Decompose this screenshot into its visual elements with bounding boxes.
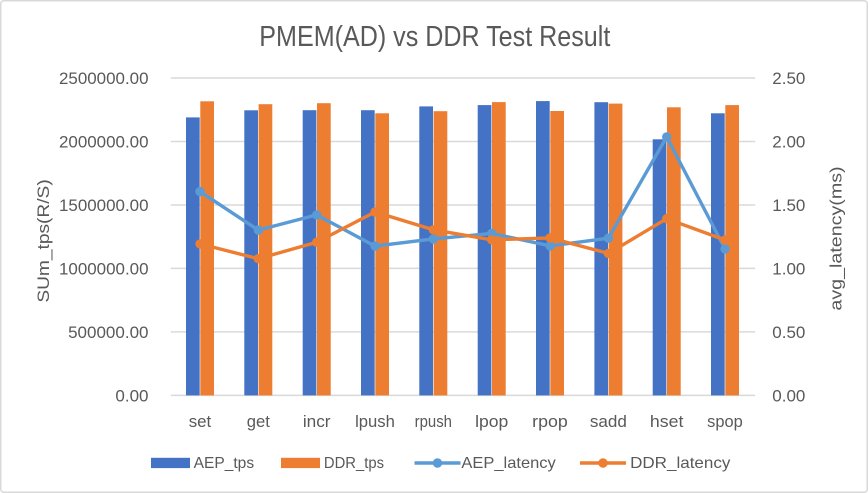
svg-text:0.00: 0.00 <box>115 387 148 405</box>
svg-text:rpush: rpush <box>415 413 452 431</box>
svg-text:AEP_latency: AEP_latency <box>461 455 555 472</box>
svg-text:2.50: 2.50 <box>772 70 805 88</box>
svg-text:1500000.00: 1500000.00 <box>59 197 149 215</box>
svg-text:spop: spop <box>707 413 743 431</box>
svg-text:1000000.00: 1000000.00 <box>59 260 149 278</box>
svg-text:500000.00: 500000.00 <box>68 324 148 342</box>
svg-text:DDR_tps: DDR_tps <box>324 455 384 472</box>
svg-text:lpush: lpush <box>355 413 395 431</box>
svg-text:2000000.00: 2000000.00 <box>59 133 149 151</box>
svg-text:sadd: sadd <box>590 413 627 431</box>
svg-text:AEP_tps: AEP_tps <box>194 455 255 472</box>
svg-text:1.00: 1.00 <box>772 260 805 278</box>
svg-text:2500000.00: 2500000.00 <box>59 70 149 88</box>
svg-text:rpop: rpop <box>532 413 568 431</box>
svg-text:0.50: 0.50 <box>772 324 805 342</box>
svg-text:DDR_latency: DDR_latency <box>630 455 730 472</box>
svg-text:SUm_tps(R/S): SUm_tps(R/S) <box>35 179 53 302</box>
svg-text:get: get <box>247 413 271 431</box>
svg-text:incr: incr <box>303 413 331 431</box>
svg-text:set: set <box>189 413 212 431</box>
svg-text:0.00: 0.00 <box>772 387 805 405</box>
svg-text:lpop: lpop <box>475 413 508 431</box>
svg-text:2.00: 2.00 <box>772 133 805 151</box>
svg-text:hset: hset <box>650 413 684 431</box>
svg-text:PMEM(AD) vs DDR Test Result: PMEM(AD) vs DDR Test Result <box>259 21 610 53</box>
svg-text:1.50: 1.50 <box>772 197 805 215</box>
svg-text:avg_latency(ms): avg_latency(ms) <box>828 166 846 310</box>
